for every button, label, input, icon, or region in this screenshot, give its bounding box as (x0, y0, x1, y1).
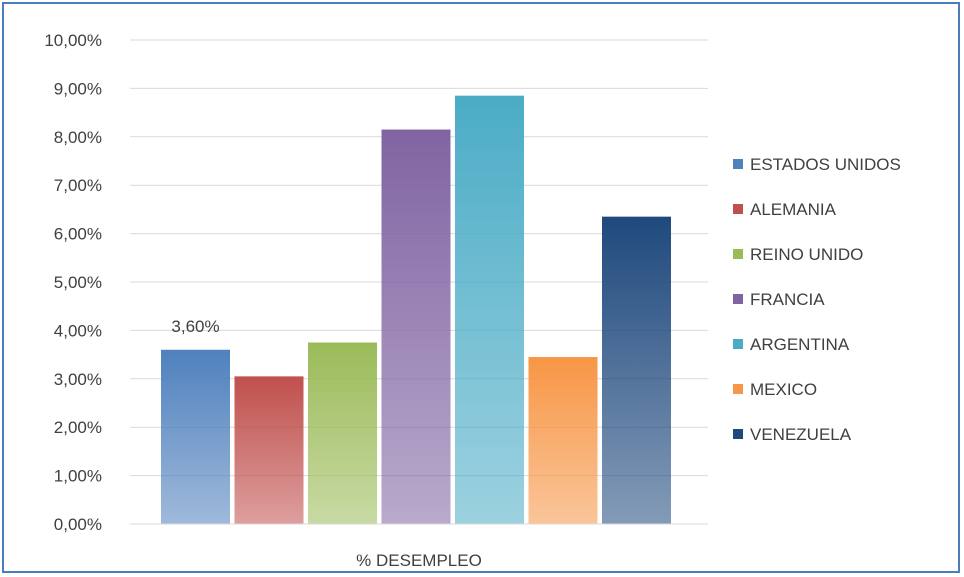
bar-reino-unido (308, 342, 377, 524)
legend-label: ARGENTINA (750, 335, 850, 354)
y-tick-label: 3,00% (54, 370, 102, 389)
x-category-label: % DESEMPLEO (356, 551, 482, 570)
bar-francia (381, 129, 451, 524)
y-tick-label: 4,00% (54, 321, 102, 340)
data-labels: 3,60% (171, 317, 219, 336)
y-tick-label: 0,00% (54, 515, 102, 534)
bar-estados-unidos (161, 349, 230, 524)
legend-swatch (733, 159, 743, 169)
bar-alemania (234, 376, 304, 524)
y-tick-label: 6,00% (54, 225, 102, 244)
bars (161, 95, 671, 524)
y-tick-label: 8,00% (54, 128, 102, 147)
legend-swatch (733, 429, 743, 439)
legend-swatch (733, 339, 743, 349)
y-tick-label: 2,00% (54, 418, 102, 437)
bar-argentina (455, 95, 524, 524)
legend-swatch (733, 249, 743, 259)
legend-swatch (733, 294, 743, 304)
y-tick-label: 5,00% (54, 273, 102, 292)
legend-label: FRANCIA (750, 290, 825, 309)
y-tick-label: 7,00% (54, 176, 102, 195)
legend-label: REINO UNIDO (750, 245, 863, 264)
legend-label: ALEMANIA (750, 200, 837, 219)
bar-venezuela (602, 216, 671, 524)
bar-mexico (528, 357, 598, 524)
bar-chart: 0,00% 1,00% 2,00% 3,00% 4,00% 5,00% 6,00% 7,00%… (44, 31, 901, 570)
legend-label: VENEZUELA (750, 425, 852, 444)
data-label: 3,60% (171, 317, 219, 336)
y-tick-label: 9,00% (54, 79, 102, 98)
legend-label: MEXICO (750, 380, 817, 399)
y-tick-label: 10,00% (44, 31, 102, 50)
y-axis: 0,00% 1,00% 2,00% 3,00% 4,00% 5,00% 6,00% 7,00%… (44, 31, 102, 534)
y-tick-label: 1,00% (54, 467, 102, 486)
legend: ESTADOS UNIDOS ALEMANIA REINO UNIDO FRANCIA… (733, 155, 901, 444)
legend-swatch (733, 384, 743, 394)
legend-swatch (733, 204, 743, 214)
x-axis: % DESEMPLEO (130, 523, 708, 570)
legend-label: ESTADOS UNIDOS (750, 155, 901, 174)
